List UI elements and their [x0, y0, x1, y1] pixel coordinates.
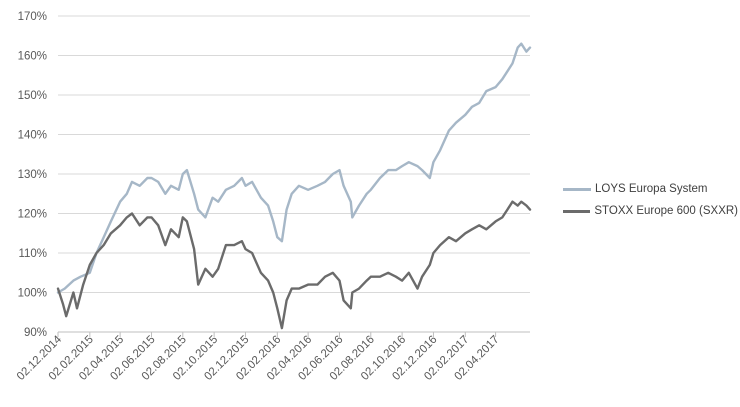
y-tick-label: 120%	[18, 209, 47, 221]
series-lines	[56, 42, 532, 330]
y-tick-label: 90%	[24, 327, 47, 339]
gridlines	[57, 15, 530, 337]
y-tick-label: 150%	[18, 90, 47, 102]
y-tick-label: 100%	[18, 288, 47, 300]
y-axis-tick-labels: 90% 100% 110% 120% 130% 140% 150% 160% 170%	[18, 11, 47, 339]
y-tick-label: 160%	[18, 51, 47, 63]
y-tick-label: 130%	[18, 169, 47, 181]
legend-item-stoxx: STOXX Europe 600 (SXXR)	[563, 200, 738, 222]
legend: LOYS Europa System STOXX Europe 600 (SXX…	[563, 178, 738, 222]
series-line-loys	[56, 42, 532, 294]
x-axis-tick-labels: 02.12.201402.02.201502.04.201502.06.2015…	[15, 333, 502, 383]
series-line-stoxx	[56, 200, 532, 330]
y-tick-label: 140%	[18, 130, 47, 142]
legend-label-loys: LOYS Europa System	[595, 183, 708, 195]
legend-swatch-stoxx	[563, 209, 591, 213]
legend-label-stoxx: STOXX Europe 600 (SXXR)	[594, 205, 738, 217]
legend-swatch-loys	[563, 187, 591, 191]
legend-item-loys: LOYS Europa System	[563, 178, 738, 200]
y-tick-label: 110%	[18, 248, 47, 260]
y-tick-label: 170%	[18, 11, 47, 23]
